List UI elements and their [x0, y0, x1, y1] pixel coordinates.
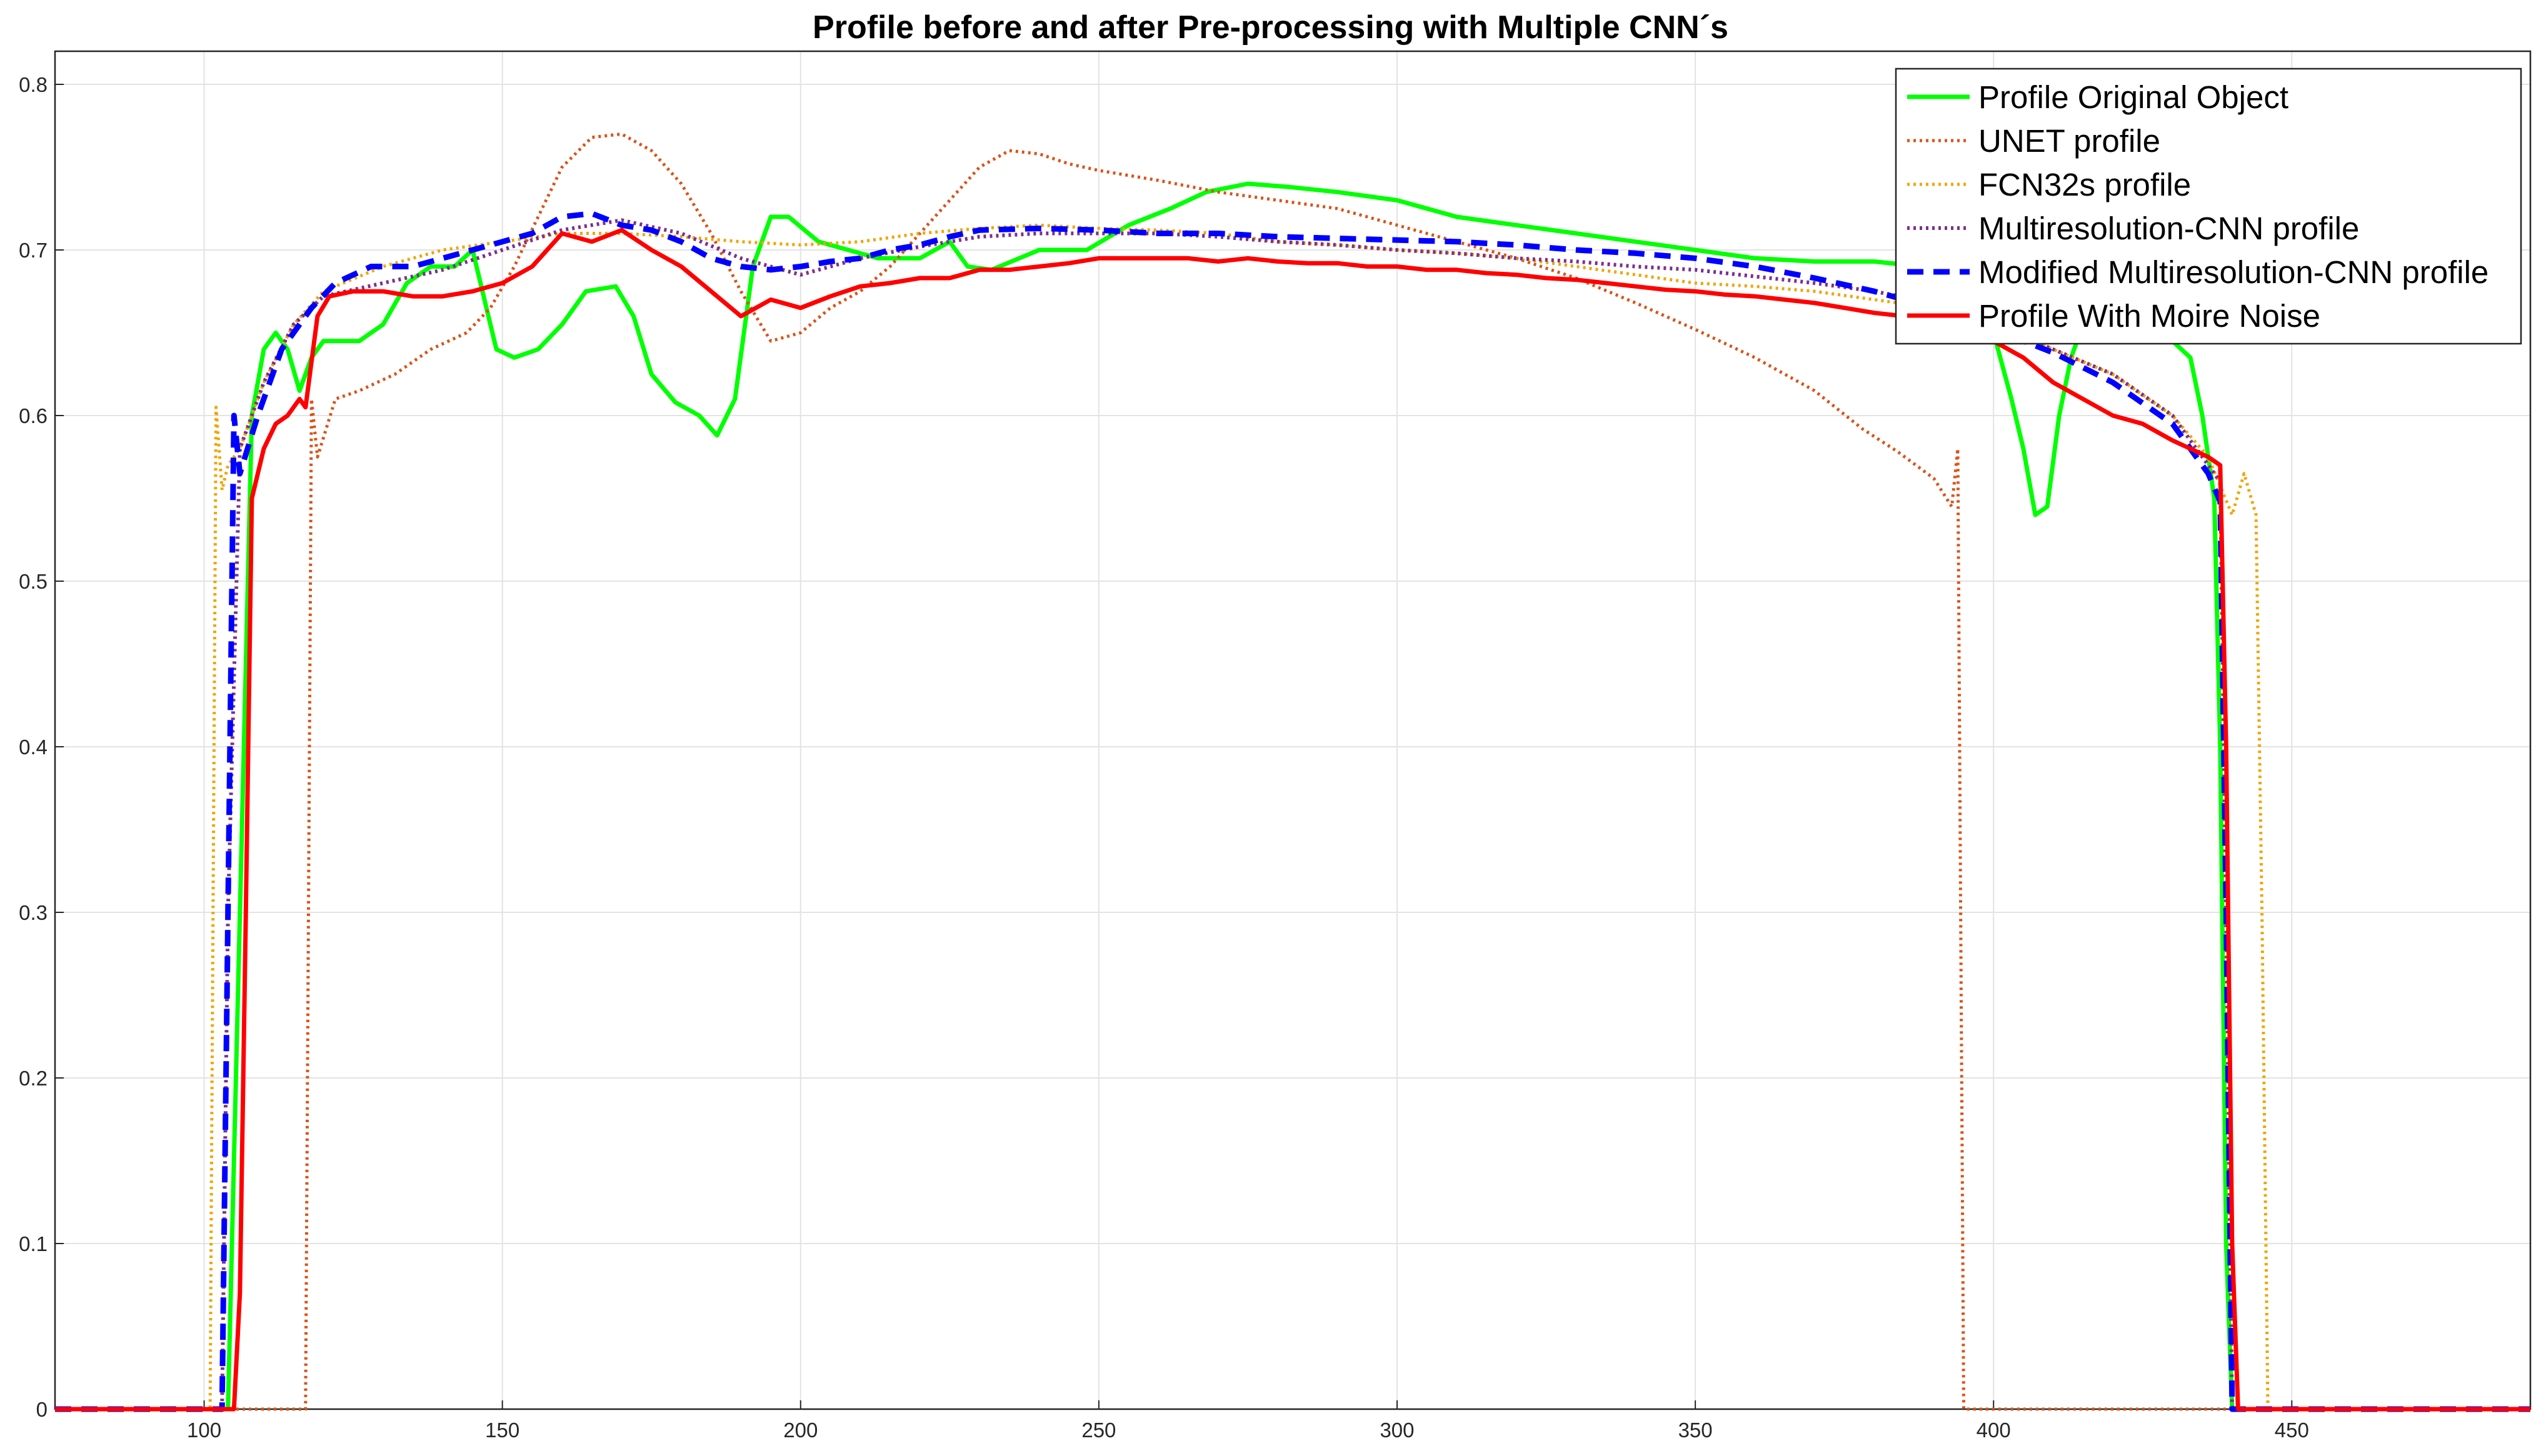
- chart-title: Profile before and after Pre-processing …: [813, 9, 1728, 46]
- axes-box: [54, 50, 2532, 1410]
- legend-box: [1895, 67, 2522, 345]
- legend-entry-label: FCN32s profile: [1978, 167, 2191, 202]
- legend: Profile Original Object UNET profile FCN32…: [1895, 67, 2522, 345]
- series-line-2: [55, 223, 2530, 1411]
- x-tick-label: 200: [783, 1419, 818, 1442]
- series-line-4: [55, 211, 2530, 1412]
- y-tick-label: 0.6: [19, 404, 48, 427]
- y-tick-label: 0.7: [19, 239, 48, 262]
- x-tick-label: 300: [1380, 1419, 1414, 1442]
- x-tick-label: 150: [485, 1419, 519, 1442]
- legend-entry-label: Multiresolution-CNN profile: [1978, 211, 2359, 246]
- series-line-1: [55, 132, 2530, 1411]
- y-tick-label: 0.5: [19, 570, 48, 593]
- series-layer: [55, 132, 2530, 1412]
- tick-labels: 100 150 200 250 300 350 400 450 0 0.1 0.2 0.3 0.4 0.5…: [19, 73, 2309, 1442]
- x-tick-label: 400: [1977, 1419, 2011, 1442]
- y-tick-label: 0: [36, 1398, 48, 1421]
- grid: [55, 51, 2530, 1410]
- x-tick-label: 450: [2275, 1419, 2309, 1442]
- y-tick-label: 0.3: [19, 901, 48, 924]
- y-tick-label: 0.1: [19, 1232, 48, 1255]
- series-line-3: [55, 218, 2530, 1411]
- x-tick-label: 350: [1678, 1419, 1713, 1442]
- legend-entry-label: UNET profile: [1978, 123, 2160, 159]
- y-tick-label: 0.4: [19, 735, 48, 759]
- series-line-0: [55, 181, 2530, 1412]
- y-tick-label: 0.2: [19, 1067, 48, 1090]
- legend-entry-label: Modified Multiresolution-CNN profile: [1978, 254, 2488, 290]
- x-tick-label: 250: [1081, 1419, 1116, 1442]
- x-tick-label: 100: [187, 1419, 221, 1442]
- legend-entry-label: Profile With Moire Noise: [1978, 298, 2320, 334]
- y-tick-label: 0.8: [19, 73, 48, 96]
- legend-entry-label: Profile Original Object: [1978, 79, 2288, 115]
